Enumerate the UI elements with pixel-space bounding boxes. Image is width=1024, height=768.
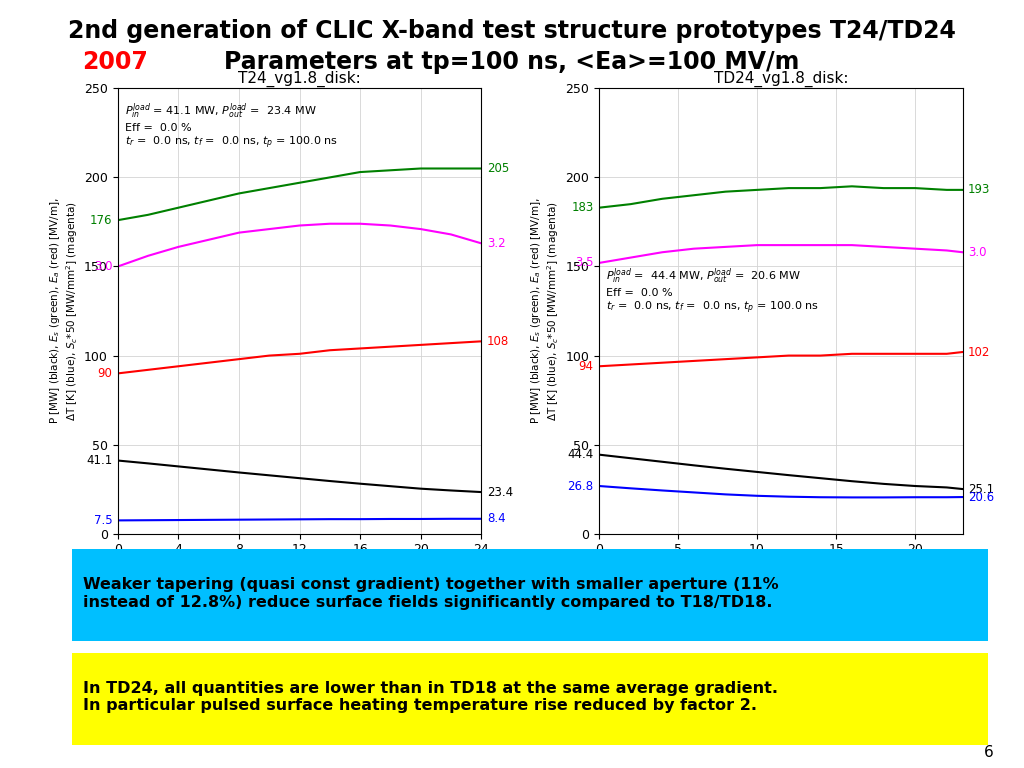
Text: 26.8: 26.8 [567,479,594,492]
Text: 108: 108 [486,335,509,348]
Y-axis label: P [MW] (black), $E_s$ (green), $E_a$ (red) [MV/m],
$\Delta$T [K] (blue), $S_c$*5: P [MW] (black), $E_s$ (green), $E_a$ (re… [48,197,80,425]
Title: TD24_vg1.8_disk:: TD24_vg1.8_disk: [714,71,848,87]
Text: 41.1: 41.1 [86,454,113,467]
Text: 205: 205 [486,162,509,175]
Y-axis label: P [MW] (black), $E_s$ (green), $E_a$ (red) [MV/m],
$\Delta$T [K] (blue), $S_c$*5: P [MW] (black), $E_s$ (green), $E_a$ (re… [529,197,561,425]
Text: 193: 193 [968,184,990,197]
Text: 102: 102 [968,346,990,359]
Text: 3.5: 3.5 [575,257,594,270]
Text: 3.0: 3.0 [94,260,113,273]
Text: 25.1: 25.1 [968,482,994,495]
Text: 20.6: 20.6 [968,491,994,504]
Text: Weaker tapering (quasi const gradient) together with smaller aperture (11%
inste: Weaker tapering (quasi const gradient) t… [83,578,778,610]
Text: 8.4: 8.4 [486,512,506,525]
X-axis label: iris number: iris number [741,562,820,576]
X-axis label: iris number: iris number [260,562,339,576]
Text: 94: 94 [579,359,594,372]
Text: 7.5: 7.5 [93,514,113,527]
Text: Parameters at tp=100 ns, <Ea>=100 MV/m: Parameters at tp=100 ns, <Ea>=100 MV/m [224,50,800,74]
Text: 176: 176 [90,214,113,227]
Text: $P_{in}^{load}$ =  44.4 MW, $P_{out}^{load}$ =  20.6 MW
Eff =  0.0 %
$t_r$ =  0.: $P_{in}^{load}$ = 44.4 MW, $P_{out}^{loa… [606,266,819,316]
Text: 183: 183 [571,201,594,214]
Text: In TD24, all quantities are lower than in TD18 at the same average gradient.
In : In TD24, all quantities are lower than i… [83,681,777,713]
Text: 44.4: 44.4 [567,449,594,461]
Text: 90: 90 [97,367,113,380]
Text: 6: 6 [983,745,993,760]
Text: 23.4: 23.4 [486,485,513,498]
Text: 3.0: 3.0 [968,246,986,259]
Text: 3.2: 3.2 [486,237,506,250]
Text: 2007: 2007 [82,50,147,74]
Text: 2nd generation of CLIC X-band test structure prototypes T24/TD24: 2nd generation of CLIC X-band test struc… [68,19,956,43]
Title: T24_vg1.8_disk:: T24_vg1.8_disk: [239,71,360,87]
Text: $P_{in}^{load}$ = 41.1 MW, $P_{out}^{load}$ =  23.4 MW
Eff =  0.0 %
$t_r$ =  0.0: $P_{in}^{load}$ = 41.1 MW, $P_{out}^{loa… [125,101,338,151]
